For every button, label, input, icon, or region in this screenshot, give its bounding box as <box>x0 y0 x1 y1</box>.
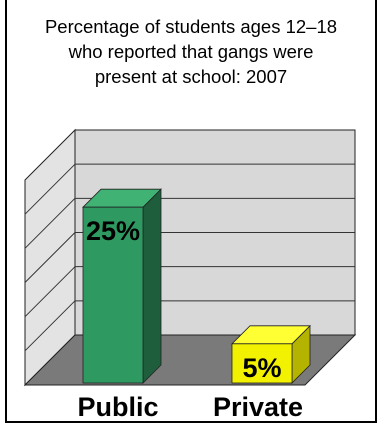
chart-title-line-1: Percentage of students ages 12–18 <box>44 16 338 37</box>
bar-private <box>231 343 293 384</box>
gridline <box>24 266 76 318</box>
data-label-public: 25% <box>86 216 140 246</box>
gridline <box>24 300 76 352</box>
chart-title-line-3: present at school: 2007 <box>94 66 288 87</box>
gridline <box>24 197 76 249</box>
chart-title-line-2: who reported that gangs were <box>68 41 314 62</box>
category-label-private: Private <box>213 392 303 422</box>
gridline <box>24 232 76 283</box>
bar-side-public <box>142 188 162 384</box>
category-label-public: Public <box>77 392 158 422</box>
chart-title: Percentage of students ages 12–18 who re… <box>5 14 377 89</box>
bar-public <box>82 206 144 384</box>
gridline <box>24 163 76 215</box>
data-label-private: 5% <box>242 353 281 383</box>
